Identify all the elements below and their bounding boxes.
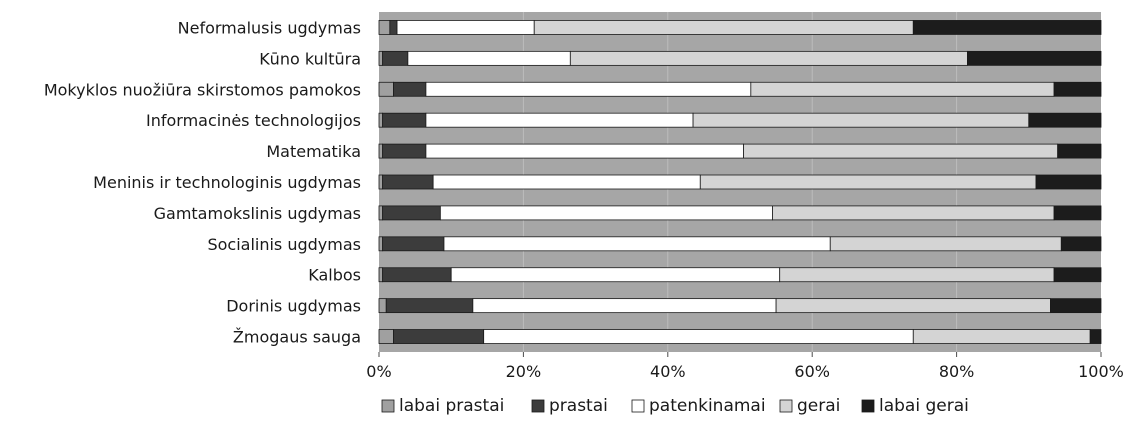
tick-label: 80% xyxy=(939,362,975,381)
bar-segment xyxy=(450,267,781,283)
category-label: Mokyklos nuožiūra skirstomos pamokos xyxy=(44,80,361,99)
legend-swatch xyxy=(861,399,875,413)
bar-segment xyxy=(378,81,394,97)
bar-segment xyxy=(378,20,391,35)
bar-segment xyxy=(569,50,968,66)
category-label: Dorinis ugdymas xyxy=(226,297,361,316)
bar-segment xyxy=(425,112,694,128)
bar-segment xyxy=(396,20,535,35)
bar-segment xyxy=(382,174,434,190)
bar-segment xyxy=(393,81,427,97)
bar-segment xyxy=(378,329,394,344)
category-label: Meninis ir technologinis ugdymas xyxy=(93,173,361,192)
bar-segment xyxy=(425,143,745,159)
category-label: Informacinės technologijos xyxy=(146,111,361,130)
tick-label: 60% xyxy=(794,362,830,381)
tick-label: 100% xyxy=(1078,362,1124,381)
bar-segment xyxy=(439,205,773,221)
bar-segment xyxy=(407,50,571,66)
bar-segment xyxy=(829,236,1062,252)
bar-segment xyxy=(385,298,474,314)
bar-segment xyxy=(779,267,1055,283)
bar-segment xyxy=(1089,329,1102,344)
bar-segment xyxy=(382,50,409,66)
category-labels: Neformalusis ugdymas Kūno kultūra Mokyklos… xyxy=(44,18,361,346)
bar-segment xyxy=(533,20,914,35)
legend-swatch xyxy=(631,399,645,413)
bars xyxy=(378,20,1102,344)
legend-label: prastai xyxy=(549,396,608,416)
bar-segment xyxy=(378,174,384,190)
bar-segment xyxy=(382,267,452,283)
bar-segment xyxy=(743,143,1059,159)
bar-segment xyxy=(382,205,441,221)
bar-segment xyxy=(378,267,384,283)
bar-segment xyxy=(775,298,1051,314)
legend-swatch xyxy=(779,399,793,413)
bar-segment xyxy=(425,81,752,97)
legend-label: labai prastai xyxy=(399,396,504,416)
legend-label: patenkinamai xyxy=(649,396,766,416)
bar-segment xyxy=(382,143,427,159)
tick-label: 20% xyxy=(506,362,542,381)
bar-segment xyxy=(912,20,1102,35)
category-label: Gamtamokslinis ugdymas xyxy=(154,204,361,223)
category-label: Kūno kultūra xyxy=(259,49,361,68)
legend-label: gerai xyxy=(797,396,840,416)
bar-segment xyxy=(1053,81,1102,97)
bar-segment xyxy=(378,236,384,252)
bar-segment xyxy=(378,143,384,159)
bar-segment xyxy=(912,329,1091,344)
bar-segment xyxy=(382,112,427,128)
bar-segment xyxy=(1028,112,1102,128)
bar-segment xyxy=(393,329,485,344)
bar-segment xyxy=(1053,205,1102,221)
bar-segment xyxy=(378,112,384,128)
bar-segment xyxy=(1050,298,1102,314)
legend-label: labai gerai xyxy=(879,396,969,416)
category-label: Žmogaus sauga xyxy=(233,328,361,347)
bar-segment xyxy=(483,329,914,344)
bar-segment xyxy=(1057,143,1102,159)
bar-segment xyxy=(1060,236,1102,252)
bar-segment xyxy=(378,50,384,66)
bar-segment xyxy=(382,236,445,252)
legend-swatch xyxy=(531,399,545,413)
bar-segment xyxy=(1053,267,1102,283)
bar-segment xyxy=(443,236,831,252)
bar-segment xyxy=(389,20,398,35)
legend: labai prastai prastai patenkinamai gerai lab… xyxy=(381,396,969,416)
category-label: Neformalusis ugdymas xyxy=(178,18,361,37)
category-label: Kalbos xyxy=(308,266,361,285)
x-axis-ticks: 0% 20% 40% 60% 80% 100% xyxy=(366,352,1124,381)
category-label: Socialinis ugdymas xyxy=(207,235,361,254)
bar-segment xyxy=(692,112,1030,128)
bar-segment xyxy=(378,298,387,314)
tick-label: 40% xyxy=(650,362,686,381)
bar-segment xyxy=(1035,174,1102,190)
bar-segment xyxy=(750,81,1055,97)
legend-swatch xyxy=(381,399,395,413)
bar-segment xyxy=(699,174,1037,190)
tick-label: 0% xyxy=(366,362,391,381)
bar-segment xyxy=(772,205,1055,221)
bar-segment xyxy=(472,298,777,314)
bar-segment xyxy=(432,174,701,190)
category-label: Matematika xyxy=(266,142,361,161)
bar-segment xyxy=(378,205,384,221)
bar-segment xyxy=(967,50,1102,66)
